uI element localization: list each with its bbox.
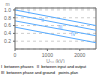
svg-text:m: m [8,1,10,7]
html-text:III between phase and ground p: III between phase and ground points-plan [1,70,78,75]
svg-text:0.6: 0.6 [8,22,11,28]
svg-text:0.2: 0.2 [8,38,11,44]
svg-text:U₅₀ (kV): U₅₀ (kV) [46,58,65,63]
svg-text:IV: IV [71,31,76,37]
html-text:I between phases II between in: I between phases II between input and ou… [1,64,87,69]
svg-text:II: II [41,17,44,23]
svg-text:0.4: 0.4 [8,30,11,36]
svg-text:0.8: 0.8 [8,15,11,21]
svg-text:III: III [58,24,62,30]
svg-text:2000: 2000 [74,52,85,58]
svg-text:0: 0 [14,52,17,58]
svg-text:I: I [28,9,29,15]
svg-text:1000: 1000 [42,52,53,58]
svg-text:1.0: 1.0 [8,7,11,13]
